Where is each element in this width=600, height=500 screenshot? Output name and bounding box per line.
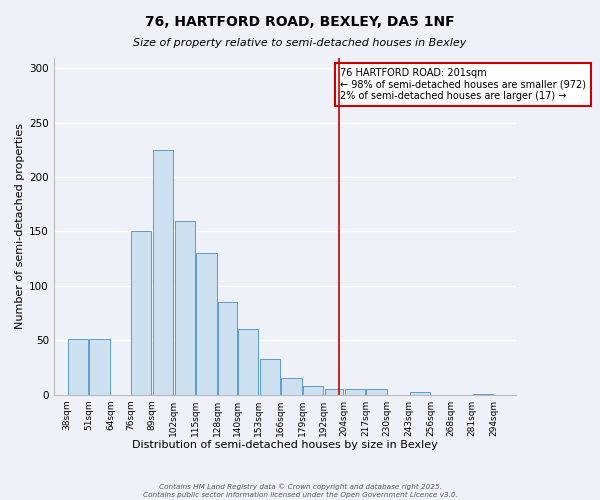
Bar: [153, 150, 173, 394]
Bar: [175, 220, 195, 394]
Text: Size of property relative to semi-detached houses in Bexley: Size of property relative to semi-detach…: [133, 38, 467, 48]
Bar: [218, 302, 236, 394]
Bar: [260, 358, 280, 394]
Text: 76 HARTFORD ROAD: 201sqm
← 98% of semi-detached houses are smaller (972)
2% of s: 76 HARTFORD ROAD: 201sqm ← 98% of semi-d…: [340, 68, 586, 101]
Bar: [344, 389, 365, 394]
Bar: [410, 392, 430, 394]
Bar: [131, 232, 151, 394]
Bar: [366, 389, 386, 394]
Bar: [281, 378, 302, 394]
Bar: [238, 330, 258, 394]
Text: Contains HM Land Registry data © Crown copyright and database right 2025.
Contai: Contains HM Land Registry data © Crown c…: [143, 484, 457, 498]
X-axis label: Distribution of semi-detached houses by size in Bexley: Distribution of semi-detached houses by …: [132, 440, 437, 450]
Text: 76, HARTFORD ROAD, BEXLEY, DA5 1NF: 76, HARTFORD ROAD, BEXLEY, DA5 1NF: [145, 15, 455, 29]
Bar: [68, 339, 88, 394]
Bar: [303, 386, 323, 394]
Bar: [89, 339, 110, 394]
Y-axis label: Number of semi-detached properties: Number of semi-detached properties: [15, 123, 25, 329]
Bar: [196, 253, 217, 394]
Bar: [325, 389, 343, 394]
